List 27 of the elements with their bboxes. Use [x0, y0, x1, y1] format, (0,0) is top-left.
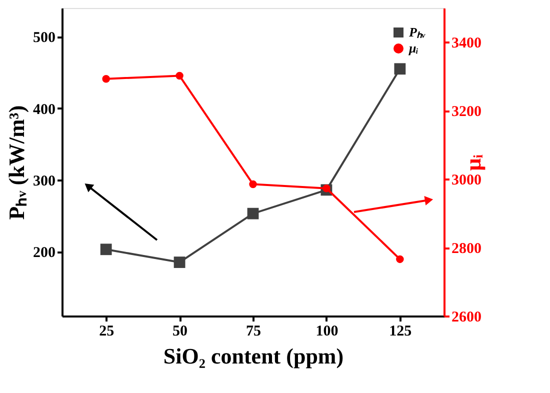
- y2-tick-label: 2800: [452, 241, 482, 258]
- y2-tick-label: 2600: [452, 310, 482, 326]
- point: [176, 72, 184, 80]
- point: [394, 63, 406, 75]
- y2-axis-title: μᵢ: [460, 154, 486, 171]
- y-axis-title: Pₕᵥ (kW/m³): [4, 105, 29, 220]
- y2-tick-label: 3000: [452, 172, 482, 189]
- x-tick-label: 50: [172, 324, 188, 340]
- y2-tick-label: 3400: [452, 36, 482, 52]
- point: [249, 180, 257, 188]
- x-tick-label: 75: [246, 324, 261, 340]
- y2-tick-label: 3200: [452, 104, 482, 120]
- point: [174, 256, 186, 268]
- x-tick-label: 125: [389, 324, 412, 340]
- x-tick-label: 100: [316, 324, 338, 340]
- x-tick-label: 25: [99, 324, 114, 340]
- y-tick-label: 200: [33, 245, 56, 262]
- y-tick-label: 400: [33, 102, 56, 118]
- point: [396, 255, 404, 264]
- y-tick-label: 500: [33, 30, 56, 46]
- y-tick-label: 300: [33, 173, 56, 190]
- point: [100, 244, 112, 256]
- point: [102, 74, 110, 83]
- legend-label: μᵢ: [408, 40, 418, 56]
- x-axis-title: SiO₂ content (ppm): [163, 344, 344, 368]
- legend-label: Pₕᵥ: [409, 24, 426, 40]
- point: [247, 208, 259, 220]
